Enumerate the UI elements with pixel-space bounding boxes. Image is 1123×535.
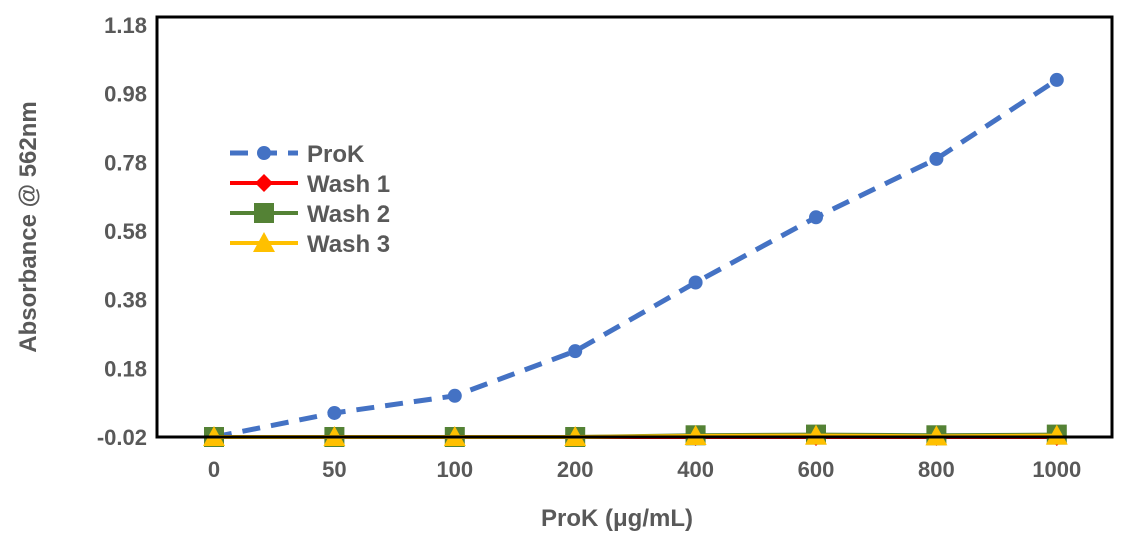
legend-marker bbox=[254, 203, 274, 223]
y-tick-label: 0.58 bbox=[104, 219, 147, 244]
x-tick-label: 0 bbox=[208, 457, 220, 482]
data-point bbox=[688, 275, 703, 290]
y-tick-label: -0.02 bbox=[97, 425, 147, 450]
data-point bbox=[809, 210, 823, 225]
legend: ProK Wash 1 Wash 2 Wash 3 bbox=[230, 141, 390, 258]
legend-label: Wash 2 bbox=[307, 201, 390, 228]
legend-label: Wash 1 bbox=[307, 171, 390, 198]
legend-item: Wash 3 bbox=[230, 231, 390, 258]
x-axis-title: ProK (μg/mL) bbox=[541, 505, 693, 532]
data-point bbox=[568, 344, 583, 359]
legend-label: ProK bbox=[307, 141, 365, 168]
y-tick-label: 0.38 bbox=[104, 288, 147, 313]
legend-marker bbox=[253, 232, 275, 252]
data-point bbox=[327, 405, 342, 420]
legend-label: Wash 3 bbox=[307, 231, 390, 258]
y-tick-label: 0.18 bbox=[104, 356, 147, 381]
legend-marker bbox=[257, 146, 271, 160]
y-tick-label: 1.18 bbox=[104, 13, 147, 38]
y-axis-title: Absorbance @ 562nm bbox=[15, 101, 42, 352]
x-tick-label: 200 bbox=[557, 457, 594, 482]
x-tick-label: 400 bbox=[677, 457, 714, 482]
x-tick-label: 600 bbox=[798, 457, 835, 482]
y-tick-label: 0.78 bbox=[104, 150, 147, 175]
data-point bbox=[1049, 72, 1064, 87]
series-prok bbox=[207, 72, 1064, 444]
y-axis-ticks: -0.02 0.18 0.38 0.58 0.78 0.98 1.18 bbox=[97, 13, 147, 450]
data-point bbox=[447, 388, 462, 403]
x-tick-label: 50 bbox=[322, 457, 346, 482]
legend-marker bbox=[255, 174, 273, 192]
data-point bbox=[1045, 424, 1068, 445]
legend-item: ProK bbox=[230, 141, 365, 168]
x-tick-label: 1000 bbox=[1032, 457, 1081, 482]
legend-item: Wash 2 bbox=[230, 201, 390, 228]
x-axis-ticks: 0 50 100 200 400 600 800 1000 bbox=[208, 457, 1081, 482]
data-point bbox=[684, 424, 707, 445]
series-line bbox=[213, 77, 1059, 440]
data-point bbox=[929, 151, 944, 166]
y-tick-label: 0.98 bbox=[104, 82, 147, 107]
data-point bbox=[925, 425, 948, 446]
plot-area bbox=[155, 15, 1114, 439]
data-point bbox=[805, 424, 827, 445]
legend-item: Wash 1 bbox=[230, 171, 390, 198]
x-tick-label: 800 bbox=[918, 457, 955, 482]
x-tick-label: 100 bbox=[436, 457, 473, 482]
